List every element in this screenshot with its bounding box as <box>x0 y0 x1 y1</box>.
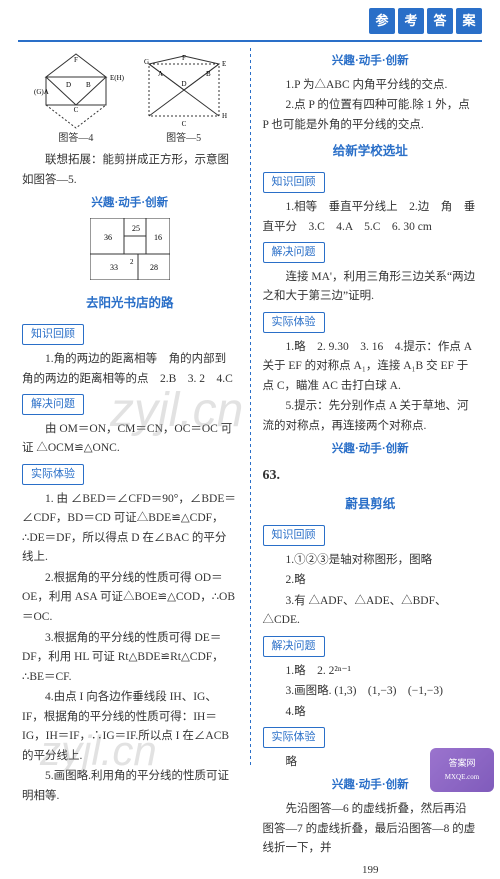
box-knowledge: 知识回顾 <box>22 324 84 345</box>
r-item-1: 1.P 为△ABC 内角平分线的交点. <box>263 76 479 96</box>
svg-text:16: 16 <box>154 233 162 242</box>
k4b: 2.略 <box>263 571 479 591</box>
p5c: 4.略 <box>263 703 479 723</box>
svg-text:B: B <box>86 81 91 89</box>
r-item-2: 2.点 P 的位置有四种可能.除 1 外，点 P 也可能是外角的平分线的交点. <box>263 96 479 135</box>
column-divider <box>250 48 251 768</box>
para-lianxiang: 联想拓展：能剪拼成正方形，示意图如图答—5. <box>22 151 238 190</box>
svg-text:F: F <box>182 54 186 62</box>
banner-char: 案 <box>456 8 482 34</box>
svg-text:H: H <box>222 112 227 120</box>
p5b: 3.画图略. (1,3) (1,−3) (−1,−3) <box>263 682 479 702</box>
box-knowledge-r2: 知识回顾 <box>263 525 325 546</box>
svg-text:E(H): E(H) <box>110 74 125 82</box>
box-knowledge-r: 知识回顾 <box>263 172 325 193</box>
svg-text:2: 2 <box>130 258 134 266</box>
fig5-caption: 图答—5 <box>134 130 234 147</box>
svg-text:C: C <box>74 106 79 114</box>
knowledge-text: 1.角的两边的距离相等 角的内部到角的两边的距离相等的点 2.B 3. 2 4.… <box>22 350 238 389</box>
box-solve: 解决问题 <box>22 394 84 415</box>
strip-xingqu-r2: 兴趣·动手·创新 <box>263 440 479 460</box>
svg-text:B: B <box>206 70 211 78</box>
strip-xingqu-1: 兴趣·动手·创新 <box>22 194 238 214</box>
figure-row: F (G)A D B E(H) C 图答—4 G F A <box>22 52 238 147</box>
header-banner: 参 考 答 案 <box>369 8 482 34</box>
practice-r-1: 1.略 2. 9.30 3. 16 4.提示：作点 A 关于 EF 的对称点 A… <box>263 338 479 397</box>
p5a: 1.略 2. 2²ⁿ⁻¹ <box>263 662 479 682</box>
strip-xingqu-r1: 兴趣·动手·创新 <box>263 52 479 72</box>
header-rule <box>18 40 482 42</box>
knowledge-r: 1.相等 垂直平分线上 2.边 角 垂直平分 3.C 4.A 5.C 6. 30… <box>263 198 479 237</box>
section-school-site: 给新学校选址 <box>263 141 479 162</box>
section-paper-cut: 蔚县剪纸 <box>263 494 479 515</box>
box-practice-r: 实际体验 <box>263 312 325 333</box>
page-columns: F (G)A D B E(H) C 图答—4 G F A <box>22 48 478 768</box>
practice-2: 2.根据角的平分线的性质可得 OD＝OE，利用 ASA 可证△BOE≌△COD，… <box>22 569 238 628</box>
solve-text: 由 OM＝ON，CM＝CN，OC＝OC 可证 △OCM≌△ONC. <box>22 420 238 459</box>
box-solve-r2: 解决问题 <box>263 636 325 657</box>
k4a: 1.①②③是轴对称图形，图略 <box>263 551 479 571</box>
squares-figure: 36 25 16 33 2 28 <box>90 218 170 288</box>
box-practice-r2: 实际体验 <box>263 727 325 748</box>
section-sunshine: 去阳光书店的路 <box>22 293 238 314</box>
practice-5: 5.画图略.利用角的平分线的性质可证明相等. <box>22 767 238 806</box>
svg-text:25: 25 <box>132 224 140 233</box>
svg-text:D: D <box>66 81 71 89</box>
left-column: F (G)A D B E(H) C 图答—4 G F A <box>22 48 238 768</box>
practice-4: 4.由点 I 向各边作垂线段 IH、IG、IF，根据角的平分线的性质可得：IH＝… <box>22 688 238 766</box>
solve-r: 连接 MA'，利用三角形三边关系“两边之和大于第三边”证明. <box>263 268 479 307</box>
badge-line2: MXQE.com <box>445 772 479 784</box>
banner-char: 答 <box>427 8 453 34</box>
svg-text:E: E <box>222 60 226 68</box>
svg-text:(G)A: (G)A <box>34 88 49 96</box>
k4c: 3.有 △ADF、△ADE、△BDF、△CDE. <box>263 592 479 631</box>
fig4-caption: 图答—4 <box>26 130 126 147</box>
banner-char: 考 <box>398 8 424 34</box>
banner-char: 参 <box>369 8 395 34</box>
right-column: 兴趣·动手·创新 1.P 为△ABC 内角平分线的交点. 2.点 P 的位置有四… <box>263 48 479 768</box>
svg-text:28: 28 <box>150 263 158 272</box>
box-practice: 实际体验 <box>22 464 84 485</box>
big-63: 63. <box>263 464 479 488</box>
page-number: 199 <box>263 861 479 879</box>
practice-r-2: 5.提示：先分别作点 A 关于草地、河流的对称点，再连接两个对称点. <box>263 397 479 436</box>
figure-5: G F A D B E H C 图答—5 <box>134 52 234 147</box>
corner-badge: 答案网 MXQE.com <box>430 748 494 792</box>
svg-text:36: 36 <box>104 233 112 242</box>
svg-text:D: D <box>181 80 186 88</box>
practice-1: 1. 由 ∠BED＝∠CFD＝90°，∠BDE＝∠CDF，BD＝CD 可证△BD… <box>22 490 238 568</box>
figure-4: F (G)A D B E(H) C 图答—4 <box>26 52 126 147</box>
badge-line1: 答案网 <box>448 756 475 771</box>
p7: 先沿图答—6 的虚线折叠，然后再沿图答—7 的虚线折叠，最后沿图答—8 的虚线折… <box>263 800 479 859</box>
svg-text:33: 33 <box>110 263 118 272</box>
svg-text:A: A <box>158 70 163 78</box>
svg-text:C: C <box>181 120 186 128</box>
svg-text:F: F <box>74 56 78 64</box>
box-solve-r: 解决问题 <box>263 242 325 263</box>
practice-3: 3.根据角的平分线的性质可得 DE＝DF，利用 HL 可证 Rt△BDE≌Rt△… <box>22 629 238 688</box>
svg-text:G: G <box>144 58 149 66</box>
